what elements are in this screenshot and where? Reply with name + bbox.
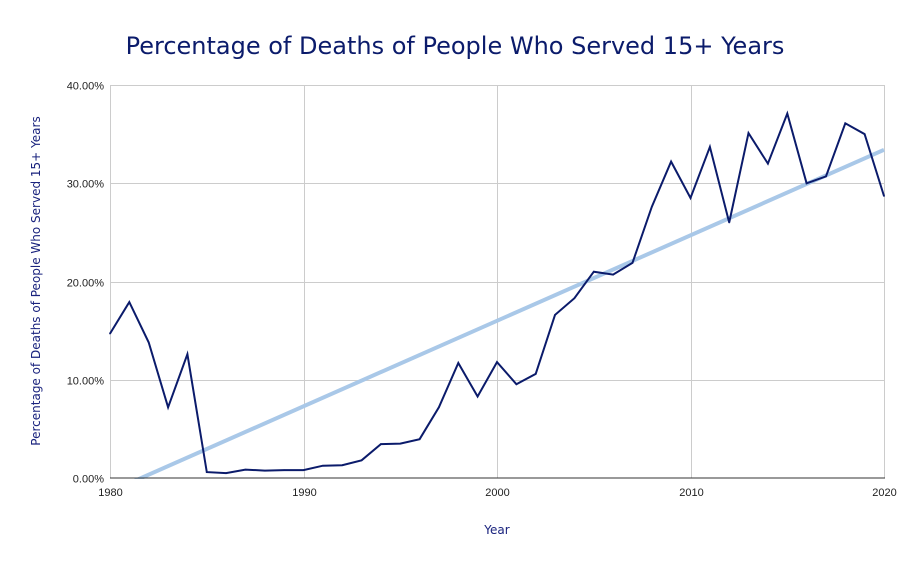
data-point [573,297,576,300]
y-tick-label: 10.00% [67,376,105,388]
data-point [631,262,634,264]
y-tick-label: 0.00% [73,474,104,486]
data-point [767,162,769,165]
data-point [651,206,653,208]
data-point [360,459,363,462]
data-point [554,314,556,316]
data-point [805,182,808,185]
chart-title: Percentage of Deaths of People Who Serve… [126,32,785,60]
x-tick-label: 1990 [292,487,316,499]
data-point [283,469,285,471]
data-point [786,112,789,115]
x-axis-label: Year [483,523,509,537]
y-axis-ticks: 0.00% 10.00% 20.00% 30.00% 40.00% [67,81,105,486]
data-point [167,406,169,409]
series-layer [109,110,885,475]
data-point [728,221,730,224]
data-point [438,406,440,409]
data-point [883,195,885,197]
data-point [457,362,460,364]
y-tick-label: 20.00% [67,278,105,290]
data-point [747,132,750,134]
data-point [496,361,498,363]
data-point [670,160,672,163]
data-point [418,438,421,440]
data-point [128,301,131,303]
trendline-layer [133,148,885,479]
data-point [612,273,614,276]
y-tick-label: 30.00% [67,179,105,191]
data-point [515,383,518,385]
data-point [399,442,402,445]
data-point [592,270,595,273]
x-tick-label: 2020 [872,487,896,499]
data-point [825,175,827,178]
data-point [709,146,711,148]
x-tick-label: 1980 [98,487,122,499]
data-point [341,464,344,467]
data-point [534,373,537,375]
x-tick-label: 2010 [679,487,703,499]
x-axis-ticks: 1980 1990 2000 2010 2020 [98,487,896,499]
data-point [205,471,208,473]
data-point [689,197,692,199]
data-point [109,332,111,335]
data-point [264,469,266,472]
gridlines [110,85,885,478]
y-tick-label: 40.00% [67,81,105,93]
data-point [322,464,324,467]
data-point [476,395,479,398]
data-point [244,468,247,471]
x-tick-label: 2000 [485,487,509,499]
y-axis-label: Percentage of Deaths of People Who Serve… [29,116,43,445]
data-point [147,341,150,344]
data-point [302,469,305,471]
data-point [225,472,227,474]
data-point [844,122,847,125]
data-point [863,133,866,135]
trendline [133,148,885,479]
data-point [186,353,189,356]
data-point [380,443,382,445]
